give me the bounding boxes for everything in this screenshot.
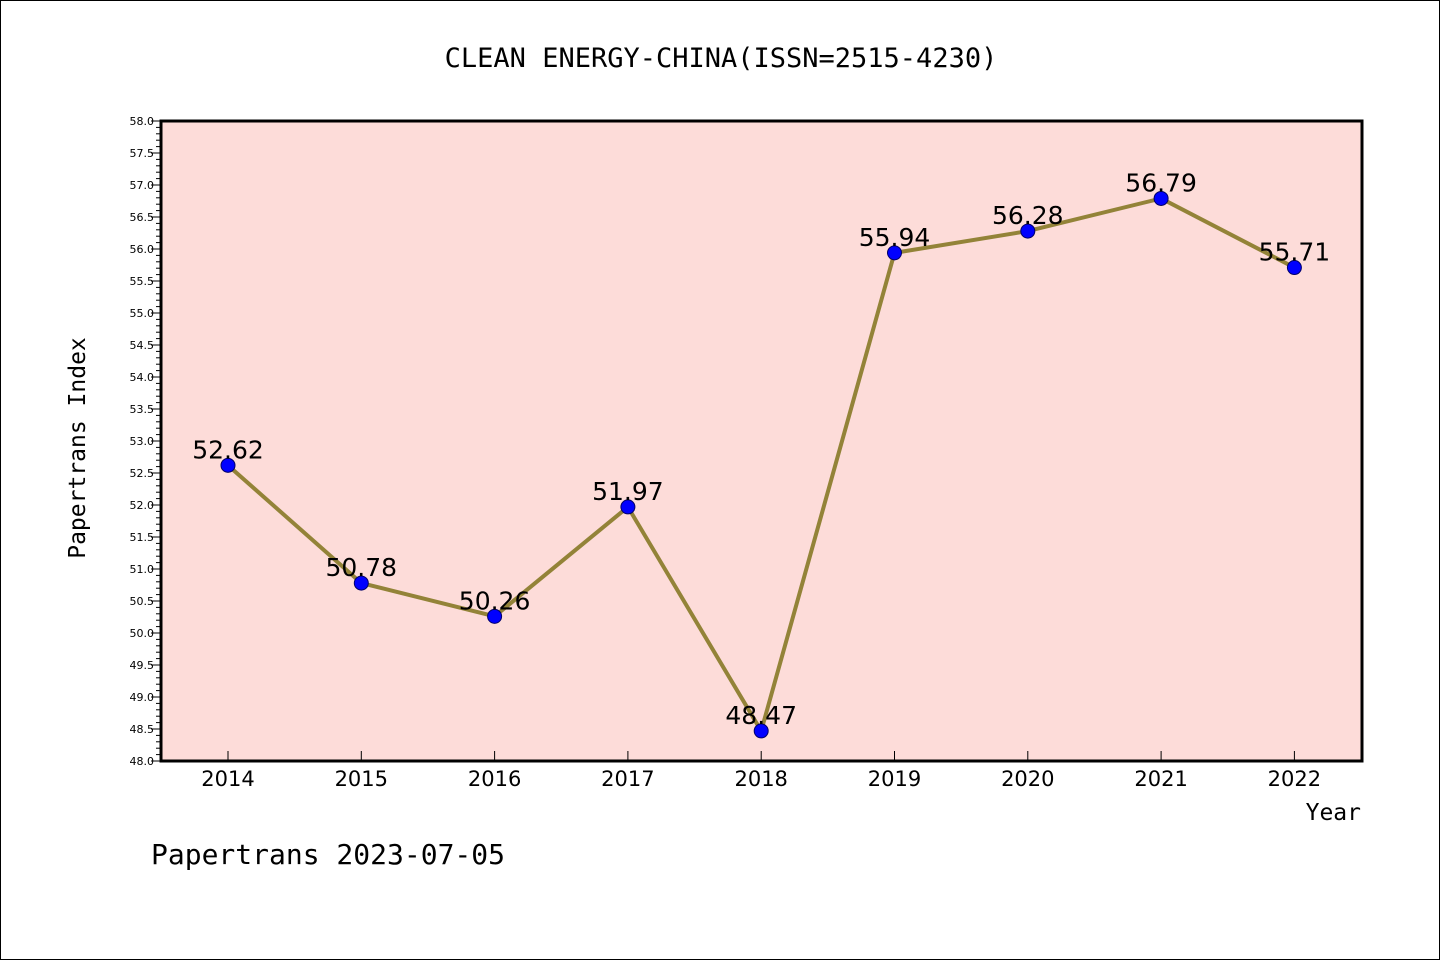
y-tick-label: 51.0 (130, 563, 155, 576)
y-tick-label: 56.0 (130, 243, 155, 256)
footer-text: Papertrans 2023-07-05 (151, 838, 505, 871)
data-label: 48.47 (725, 701, 797, 730)
x-tick-label: 2017 (601, 767, 654, 791)
y-axis: 48.0 48.5 49.0 49.5 50.0 50.5 51.0 51.5 52.0 52.5… (130, 115, 161, 768)
data-point (1020, 223, 1036, 239)
data-point (620, 499, 636, 515)
y-tick-label: 48.5 (130, 723, 155, 736)
x-tick-label: 2016 (468, 767, 521, 791)
data-point (887, 245, 902, 261)
y-tick-label: 55.0 (130, 307, 155, 320)
y-tick-label: 56.5 (130, 211, 155, 224)
data-label: 56.79 (1125, 168, 1197, 197)
y-tick-label: 55.5 (130, 275, 155, 288)
x-tick-label: 2020 (1001, 767, 1054, 791)
y-tick-label: 52.0 (130, 499, 155, 512)
data-label: 50.26 (459, 586, 531, 615)
data-label: 56.28 (992, 201, 1064, 230)
series-layer: 52.62 50.78 50.26 51.97 48.47 55.94 56.28 56.79… (192, 168, 1331, 739)
y-tick-label: 52.5 (130, 467, 155, 480)
x-tick-label: 2014 (201, 767, 254, 791)
data-label: 51.97 (592, 477, 664, 506)
y-tick-label: 48.0 (130, 755, 155, 768)
y-tick-label: 57.0 (130, 179, 155, 192)
y-tick-label: 54.0 (130, 371, 155, 384)
x-tick-label: 2015 (335, 767, 388, 791)
data-label: 55.71 (1259, 238, 1331, 267)
y-tick-label: 58.0 (130, 115, 155, 128)
data-point (487, 608, 503, 624)
y-tick-label: 50.0 (130, 627, 155, 640)
data-label: 55.94 (859, 223, 931, 252)
y-axis-label: Papertrans Index (65, 337, 91, 559)
x-axis: 2014 2015 2016 2017 2018 2019 2020 2021 2022 (201, 751, 1321, 791)
y-tick-label: 49.0 (130, 691, 155, 704)
data-point (1286, 260, 1302, 276)
x-axis-label: Year (1306, 800, 1361, 826)
y-tick-label: 53.0 (130, 435, 155, 448)
x-tick-label: 2018 (734, 767, 787, 791)
data-point (220, 457, 236, 473)
y-tick-label: 49.5 (130, 659, 155, 672)
chart-title: CLEAN ENERGY-CHINA(ISSN=2515-4230) (445, 43, 998, 74)
x-tick-label: 2019 (868, 767, 921, 791)
y-tick-label: 50.5 (130, 595, 155, 608)
y-tick-label: 53.5 (130, 403, 155, 416)
data-point (353, 575, 369, 591)
data-point (1153, 190, 1169, 206)
data-point (753, 723, 769, 739)
y-tick-label: 54.5 (130, 339, 155, 352)
data-label: 52.62 (192, 435, 264, 464)
x-tick-label: 2021 (1134, 767, 1187, 791)
y-tick-label: 51.5 (130, 531, 155, 544)
y-tick-label: 57.5 (130, 147, 155, 160)
data-label: 50.78 (326, 553, 398, 582)
x-tick-label: 2022 (1268, 767, 1321, 791)
plot-area (159, 119, 1364, 763)
